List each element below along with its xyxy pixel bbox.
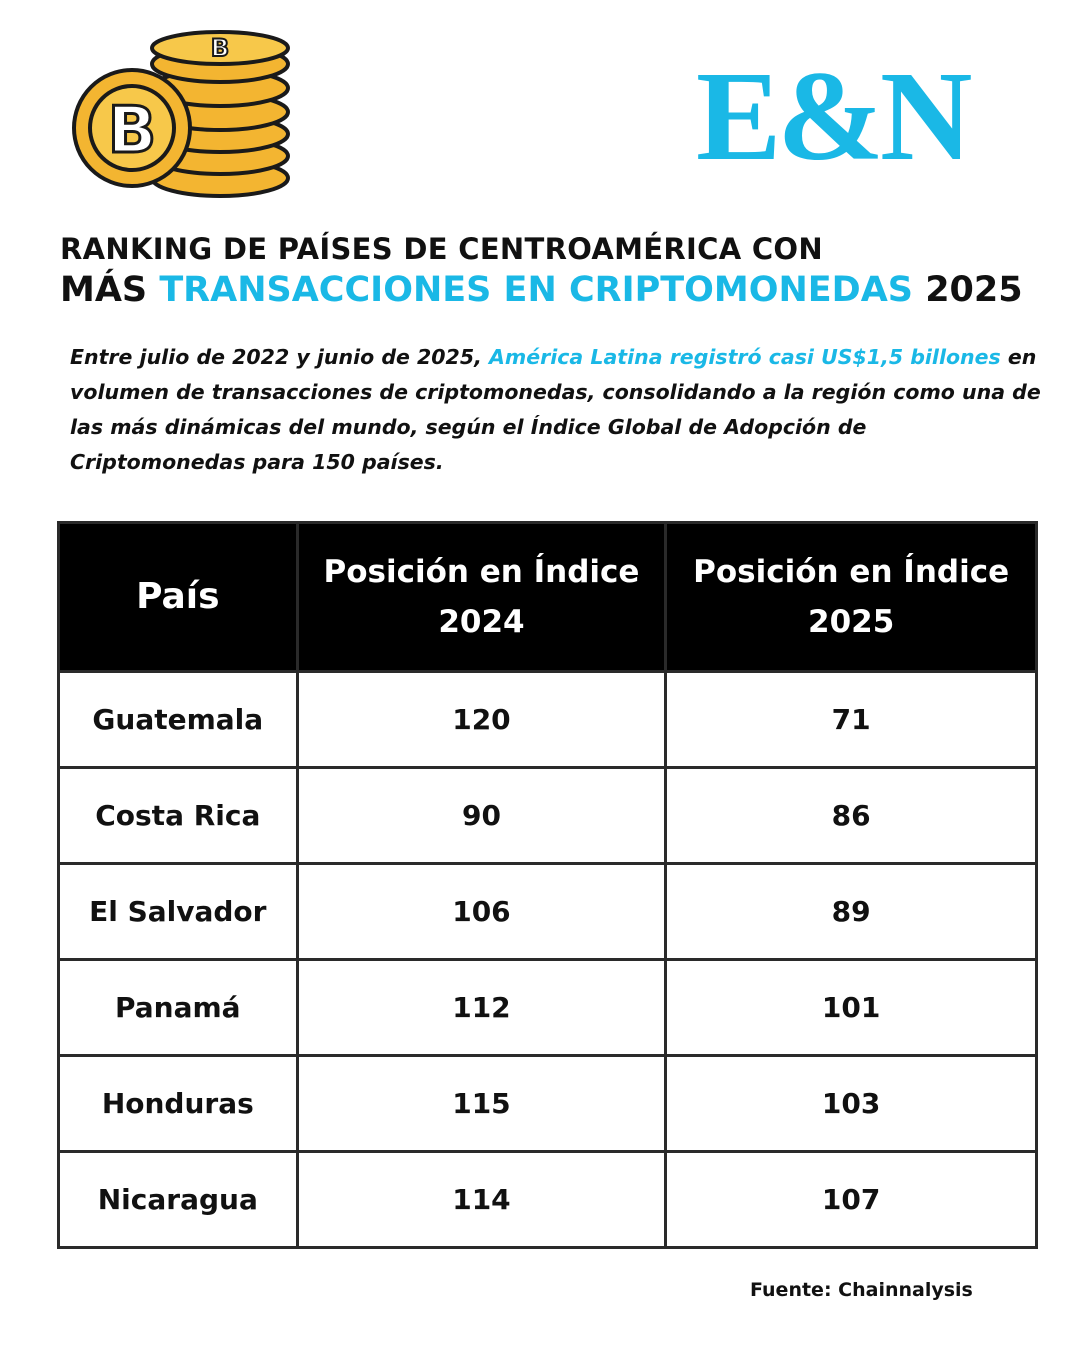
country-cell: Honduras bbox=[57, 1054, 299, 1153]
rank-cell: 71 bbox=[664, 670, 1038, 769]
intro-text: en volumen de transacciones de criptomon… bbox=[70, 345, 1041, 474]
country-cell: Nicaragua bbox=[57, 1150, 299, 1249]
header-text: 2024 bbox=[438, 604, 525, 640]
table-row: Guatemala 120 71 bbox=[57, 670, 1038, 769]
rank-cell: 115 bbox=[295, 1054, 668, 1153]
rank-cell: 107 bbox=[664, 1150, 1038, 1249]
header-text: Posición en Índice bbox=[693, 554, 1010, 590]
table-row: Nicaragua 114 107 bbox=[57, 1150, 1038, 1249]
source: Fuente: Chainnalysis bbox=[750, 1279, 973, 1301]
rank-cell: 90 bbox=[295, 766, 668, 865]
rank-cell: 120 bbox=[295, 670, 668, 769]
ranking-table: País Posición en Índice 2024 Posición en Ín… bbox=[57, 521, 1038, 1249]
table-body: Guatemala 120 71 Costa Rica 90 86 El Salvador 1… bbox=[57, 670, 1038, 1249]
rank-cell: 89 bbox=[664, 862, 1038, 961]
title-part: 2025 bbox=[925, 270, 1023, 310]
title-line: MÁS TRANSACCIONES EN CRIPTOMONEDAS 2025 bbox=[60, 270, 1050, 310]
coins-illustration: B B bbox=[72, 30, 290, 198]
header-cell: País bbox=[57, 521, 299, 673]
rank-cell: 112 bbox=[295, 958, 668, 1057]
header-cell: Posición en Índice 2025 bbox=[664, 521, 1038, 673]
intro: Entre julio de 2022 y junio de 2025, Amé… bbox=[70, 340, 1045, 480]
country-cell: Panamá bbox=[57, 958, 299, 1057]
title-line: RANKING DE PAÍSES DE CENTROAMÉRICA CON bbox=[60, 232, 823, 266]
table-row: Panamá 112 101 bbox=[57, 958, 1038, 1057]
title-part: MÁS bbox=[60, 270, 148, 310]
table-row: Honduras 115 103 bbox=[57, 1054, 1038, 1153]
table-row: Costa Rica 90 86 bbox=[57, 766, 1038, 865]
svg-text:B: B bbox=[211, 34, 229, 62]
header-text: Posición en Índice bbox=[323, 554, 640, 590]
rank-cell: 114 bbox=[295, 1150, 668, 1249]
intro-highlight: América Latina registró casi US$1,5 bill… bbox=[489, 345, 1001, 369]
title-highlight: TRANSACCIONES EN CRIPTOMONEDAS bbox=[159, 270, 914, 310]
intro-text: Entre julio de 2022 y junio de 2025, bbox=[70, 345, 482, 369]
rank-cell: 106 bbox=[295, 862, 668, 961]
svg-text:B: B bbox=[108, 94, 157, 168]
rank-cell: 86 bbox=[664, 766, 1038, 865]
logo: E&N bbox=[696, 45, 972, 187]
header-text: 2025 bbox=[808, 604, 895, 640]
header-cell: Posición en Índice 2024 bbox=[295, 521, 668, 673]
header-row: País Posición en Índice 2024 Posición en Ín… bbox=[57, 521, 1038, 673]
header-text: País bbox=[136, 576, 220, 617]
title: RANKING DE PAÍSES DE CENTROAMÉRICA CON M… bbox=[60, 232, 1050, 310]
table-row: El Salvador 106 89 bbox=[57, 862, 1038, 961]
country-cell: El Salvador bbox=[57, 862, 299, 961]
country-cell: Costa Rica bbox=[57, 766, 299, 865]
rank-cell: 103 bbox=[664, 1054, 1038, 1153]
rank-cell: 101 bbox=[664, 958, 1038, 1057]
country-cell: Guatemala bbox=[57, 670, 299, 769]
